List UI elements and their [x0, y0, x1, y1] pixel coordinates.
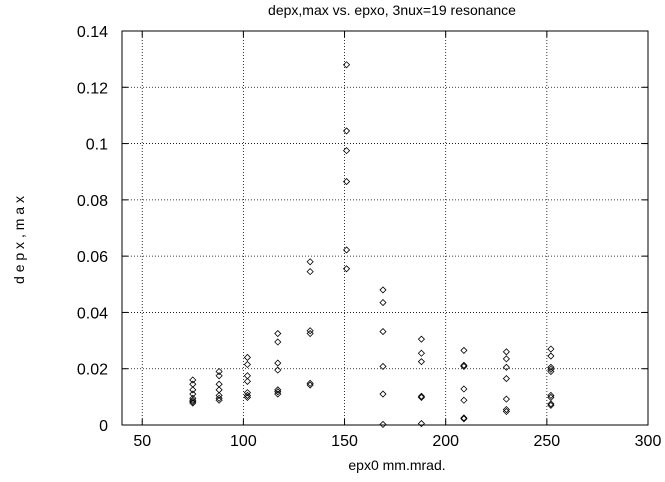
- data-point: [547, 363, 555, 371]
- data-point: [379, 328, 387, 336]
- y-tick-label: 0.08: [77, 193, 108, 210]
- data-point: [215, 396, 223, 404]
- data-point: [417, 392, 425, 400]
- tick-labels: 50 100 150 200 250 300 0 0.02 0.04 0.06 0.08 0.1 0.1…: [77, 24, 662, 450]
- axis-ticks: [122, 30, 649, 426]
- data-point: [547, 365, 555, 373]
- data-point: [215, 367, 223, 376]
- x-axis-title: epx0 mm.mrad.: [348, 457, 445, 473]
- data-point: [274, 386, 282, 394]
- data-point: [243, 360, 251, 369]
- y-tick-label: 0.12: [77, 80, 108, 97]
- data-point: [243, 389, 251, 397]
- y-tick-label: 0.02: [77, 362, 108, 379]
- grid: [122, 31, 648, 425]
- data-point: [243, 393, 251, 401]
- data-point: [215, 394, 223, 402]
- data-point: [189, 394, 197, 402]
- data-point: [547, 367, 555, 376]
- data-point: [502, 355, 510, 363]
- data-point: [243, 353, 251, 362]
- data-point: [306, 381, 314, 389]
- x-tick-label: 50: [133, 433, 151, 450]
- data-point: [502, 363, 510, 371]
- data-point: [460, 414, 468, 422]
- y-tick-label: 0: [99, 418, 108, 435]
- data-point: [189, 376, 197, 384]
- data-point: [274, 338, 282, 346]
- y-tick-label: 0.04: [77, 305, 108, 322]
- data-point: [306, 329, 314, 338]
- data-point: [502, 405, 510, 414]
- data-point: [306, 379, 314, 387]
- y-tick-label: 0.14: [77, 24, 108, 41]
- data-point: [306, 268, 314, 276]
- data-point: [417, 420, 425, 428]
- data-point: [274, 366, 282, 374]
- x-tick-label: 150: [331, 433, 358, 450]
- data-point: [502, 374, 510, 383]
- data-point: [306, 258, 314, 266]
- data-point: [417, 335, 425, 343]
- data-point: [460, 415, 468, 423]
- data-point: [547, 401, 555, 409]
- data-point: [460, 396, 468, 404]
- data-point: [379, 299, 387, 307]
- data-point: [274, 329, 282, 338]
- data-point: [417, 349, 425, 357]
- data-point: [460, 346, 468, 354]
- data-point: [342, 61, 351, 69]
- chart-title: depx,max vs. epxo, 3nux=19 resonance: [268, 2, 516, 18]
- y-tick-label: 0.06: [77, 249, 108, 266]
- data-point: [547, 345, 555, 353]
- data-point: [189, 399, 197, 407]
- data-point: [243, 377, 251, 385]
- data-point: [417, 358, 425, 366]
- data-point: [547, 400, 555, 408]
- data-point: [379, 286, 387, 294]
- y-axis-title: d e p x , m a x: [11, 196, 27, 284]
- x-tick-label: 300: [635, 433, 662, 450]
- data-point: [342, 127, 351, 135]
- data-point: [215, 391, 223, 400]
- data-point: [243, 391, 251, 400]
- data-point: [460, 362, 468, 371]
- data-point: [502, 348, 510, 356]
- data-point: [379, 362, 387, 371]
- data-point: [379, 420, 387, 429]
- data-point: [342, 246, 351, 254]
- y-tick-label: 0.1: [86, 137, 108, 154]
- data-point: [417, 393, 425, 401]
- data-point: [502, 407, 510, 416]
- data-points: [189, 61, 555, 429]
- data-point: [502, 395, 510, 403]
- data-point: [189, 386, 197, 394]
- data-point: [274, 388, 282, 396]
- data-point: [274, 390, 282, 398]
- data-point: [547, 352, 555, 360]
- data-point: [306, 327, 314, 335]
- data-point: [379, 390, 387, 398]
- x-tick-label: 100: [230, 433, 257, 450]
- x-tick-label: 200: [432, 433, 459, 450]
- data-point: [342, 147, 351, 155]
- data-point: [274, 359, 282, 367]
- x-tick-label: 250: [533, 433, 560, 450]
- data-point: [460, 385, 468, 393]
- data-point: [189, 398, 197, 406]
- data-point: [460, 361, 468, 369]
- data-point: [342, 177, 351, 186]
- data-point: [189, 396, 197, 404]
- data-point: [342, 265, 351, 273]
- data-point: [547, 391, 555, 400]
- data-point: [215, 372, 223, 380]
